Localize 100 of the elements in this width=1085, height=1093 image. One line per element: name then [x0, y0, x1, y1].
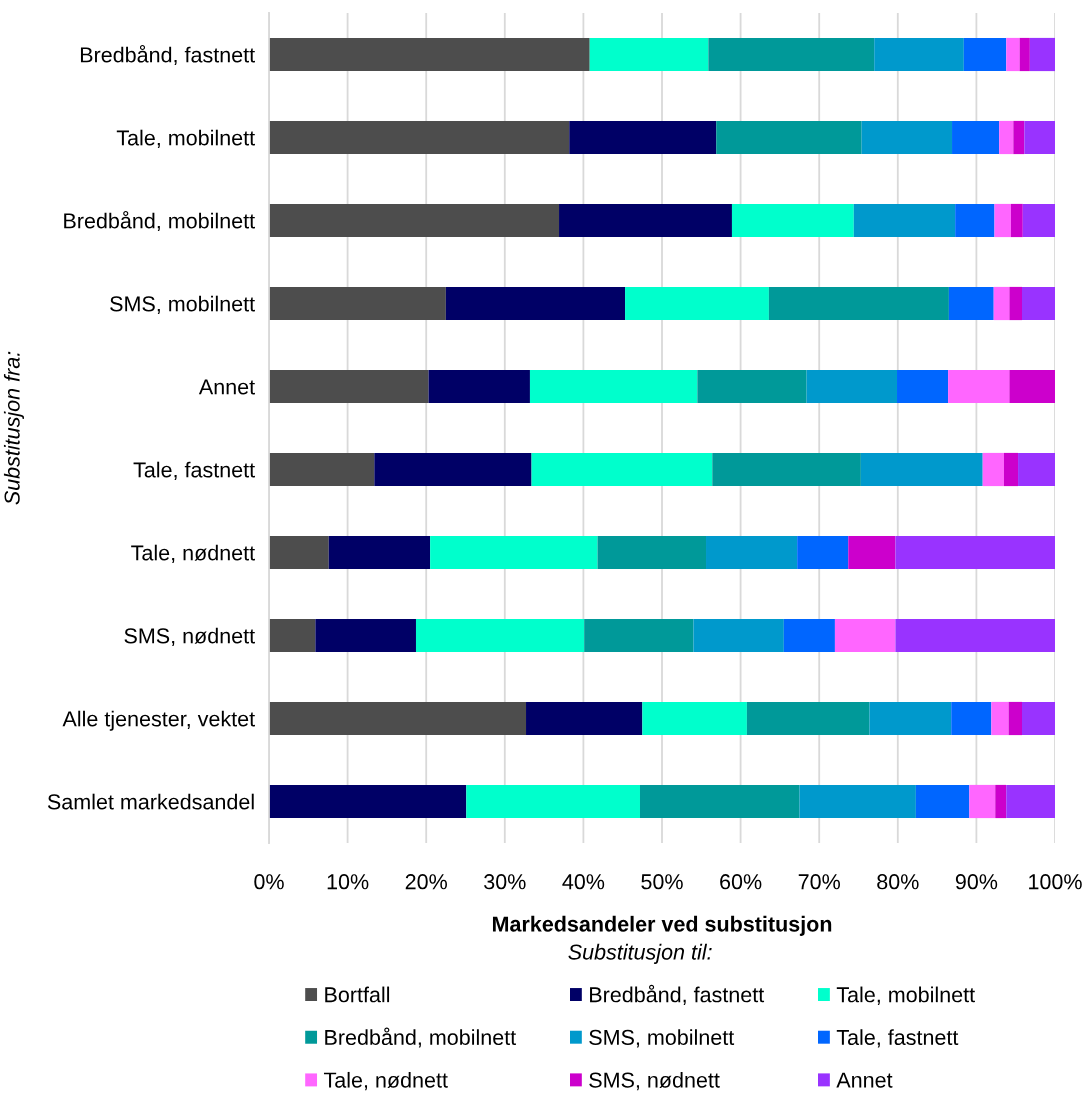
- bar: [783, 618, 835, 653]
- x-tick-label: 10%: [327, 874, 369, 890]
- bar: [948, 286, 994, 321]
- bar: [969, 784, 996, 819]
- bar: [269, 452, 375, 487]
- bar: [428, 369, 530, 404]
- bar: [1024, 120, 1055, 155]
- bar: [589, 37, 709, 72]
- legend-label: Tale, nødnett: [323, 1071, 448, 1091]
- legend-title: Substitusjon til:: [568, 943, 712, 964]
- bar: [799, 784, 916, 819]
- bar: [869, 701, 952, 736]
- bar: [466, 784, 640, 819]
- x-tick-label: 90%: [955, 874, 998, 890]
- bar: [915, 784, 970, 819]
- x-tick-label: 50%: [641, 874, 683, 890]
- x-tick-label: 60%: [720, 874, 762, 890]
- bar: [569, 120, 717, 155]
- bar: [982, 452, 1004, 487]
- bar: [1009, 286, 1022, 321]
- bar: [269, 535, 329, 570]
- bar: [999, 120, 1014, 155]
- y-tick-label: SMS, mobilnett: [110, 295, 255, 315]
- bar: [897, 369, 949, 404]
- legend-label: Bortfall: [325, 986, 390, 1003]
- bar: [269, 618, 316, 653]
- y-tick-label: Tale, fastnett: [133, 461, 255, 481]
- bar: [895, 535, 1055, 570]
- x-tick-label: 40%: [562, 874, 605, 890]
- legend-label: Bredbånd, mobilnett: [325, 1027, 517, 1048]
- y-tick-label: Samlet markedsandel: [47, 793, 254, 810]
- bar: [269, 203, 560, 238]
- bar: [874, 37, 964, 72]
- legend-label: SMS, nødnett: [589, 1071, 720, 1091]
- bar: [708, 37, 875, 72]
- legend-label: Bredbånd, fastnett: [590, 984, 765, 1005]
- bar: [716, 120, 862, 155]
- bar: [1018, 452, 1055, 487]
- bar: [269, 286, 446, 321]
- bar: [1029, 37, 1055, 72]
- y-tick-label: Bredbånd, mobilnett: [64, 210, 255, 232]
- bar: [706, 535, 798, 570]
- x-tick-label: 100%: [1029, 874, 1082, 890]
- bar: [693, 618, 784, 653]
- bar: [951, 701, 992, 736]
- y-tick-label: Annet: [198, 379, 255, 395]
- bar: [269, 369, 429, 404]
- bar: [806, 369, 898, 404]
- bar: [963, 37, 1007, 72]
- bar: [1009, 369, 1055, 404]
- y-tick-label: Tale, nødnett: [131, 544, 255, 564]
- bar: [895, 618, 1055, 653]
- bar: [269, 37, 590, 72]
- bar: [712, 452, 861, 487]
- bar: [639, 784, 800, 819]
- bar: [1003, 452, 1019, 487]
- bar: [1008, 701, 1022, 736]
- bar: [797, 535, 849, 570]
- y-axis-title: Substitusjon fra:: [3, 351, 24, 505]
- bar: [1006, 37, 1020, 72]
- x-axis-title: Markedsandeler ved substitusjon: [492, 915, 832, 936]
- x-tick-label: 30%: [484, 874, 526, 890]
- bar: [1013, 120, 1025, 155]
- bar: [529, 369, 698, 404]
- bar: [526, 701, 643, 736]
- bar: [269, 784, 467, 819]
- bar: [597, 535, 707, 570]
- y-tick-label: SMS, nødnett: [124, 627, 255, 647]
- bar: [952, 120, 1000, 155]
- bar: [994, 203, 1011, 238]
- bar: [642, 701, 747, 736]
- bar: [315, 618, 416, 653]
- bar: [746, 701, 870, 736]
- legend-label: Tale, mobilnett: [836, 986, 975, 1005]
- bar: [374, 452, 532, 487]
- bar: [625, 286, 769, 321]
- bar: [697, 369, 807, 404]
- bar: [445, 286, 626, 321]
- x-tick-label: 0%: [254, 874, 284, 890]
- legend-label: Annet: [836, 1072, 893, 1088]
- bar: [328, 535, 431, 570]
- y-tick-label: Alle tjenester, vektet: [62, 710, 255, 731]
- bar: [991, 701, 1009, 736]
- bar: [531, 452, 713, 487]
- bar: [1022, 203, 1055, 238]
- bar: [269, 701, 527, 736]
- bar: [584, 618, 694, 653]
- bar: [993, 286, 1010, 321]
- bar: [1021, 701, 1055, 736]
- bar: [948, 369, 1010, 404]
- legend-label: SMS, mobilnett: [589, 1029, 735, 1048]
- y-tick-label: Bredbånd, fastnett: [80, 44, 255, 66]
- bar: [861, 120, 953, 155]
- bar: [955, 203, 995, 238]
- bar: [430, 535, 598, 570]
- bar: [269, 120, 570, 155]
- bar: [559, 203, 732, 238]
- bar: [415, 618, 585, 653]
- bar: [853, 203, 956, 238]
- legend-label: Tale, fastnett: [836, 1029, 959, 1048]
